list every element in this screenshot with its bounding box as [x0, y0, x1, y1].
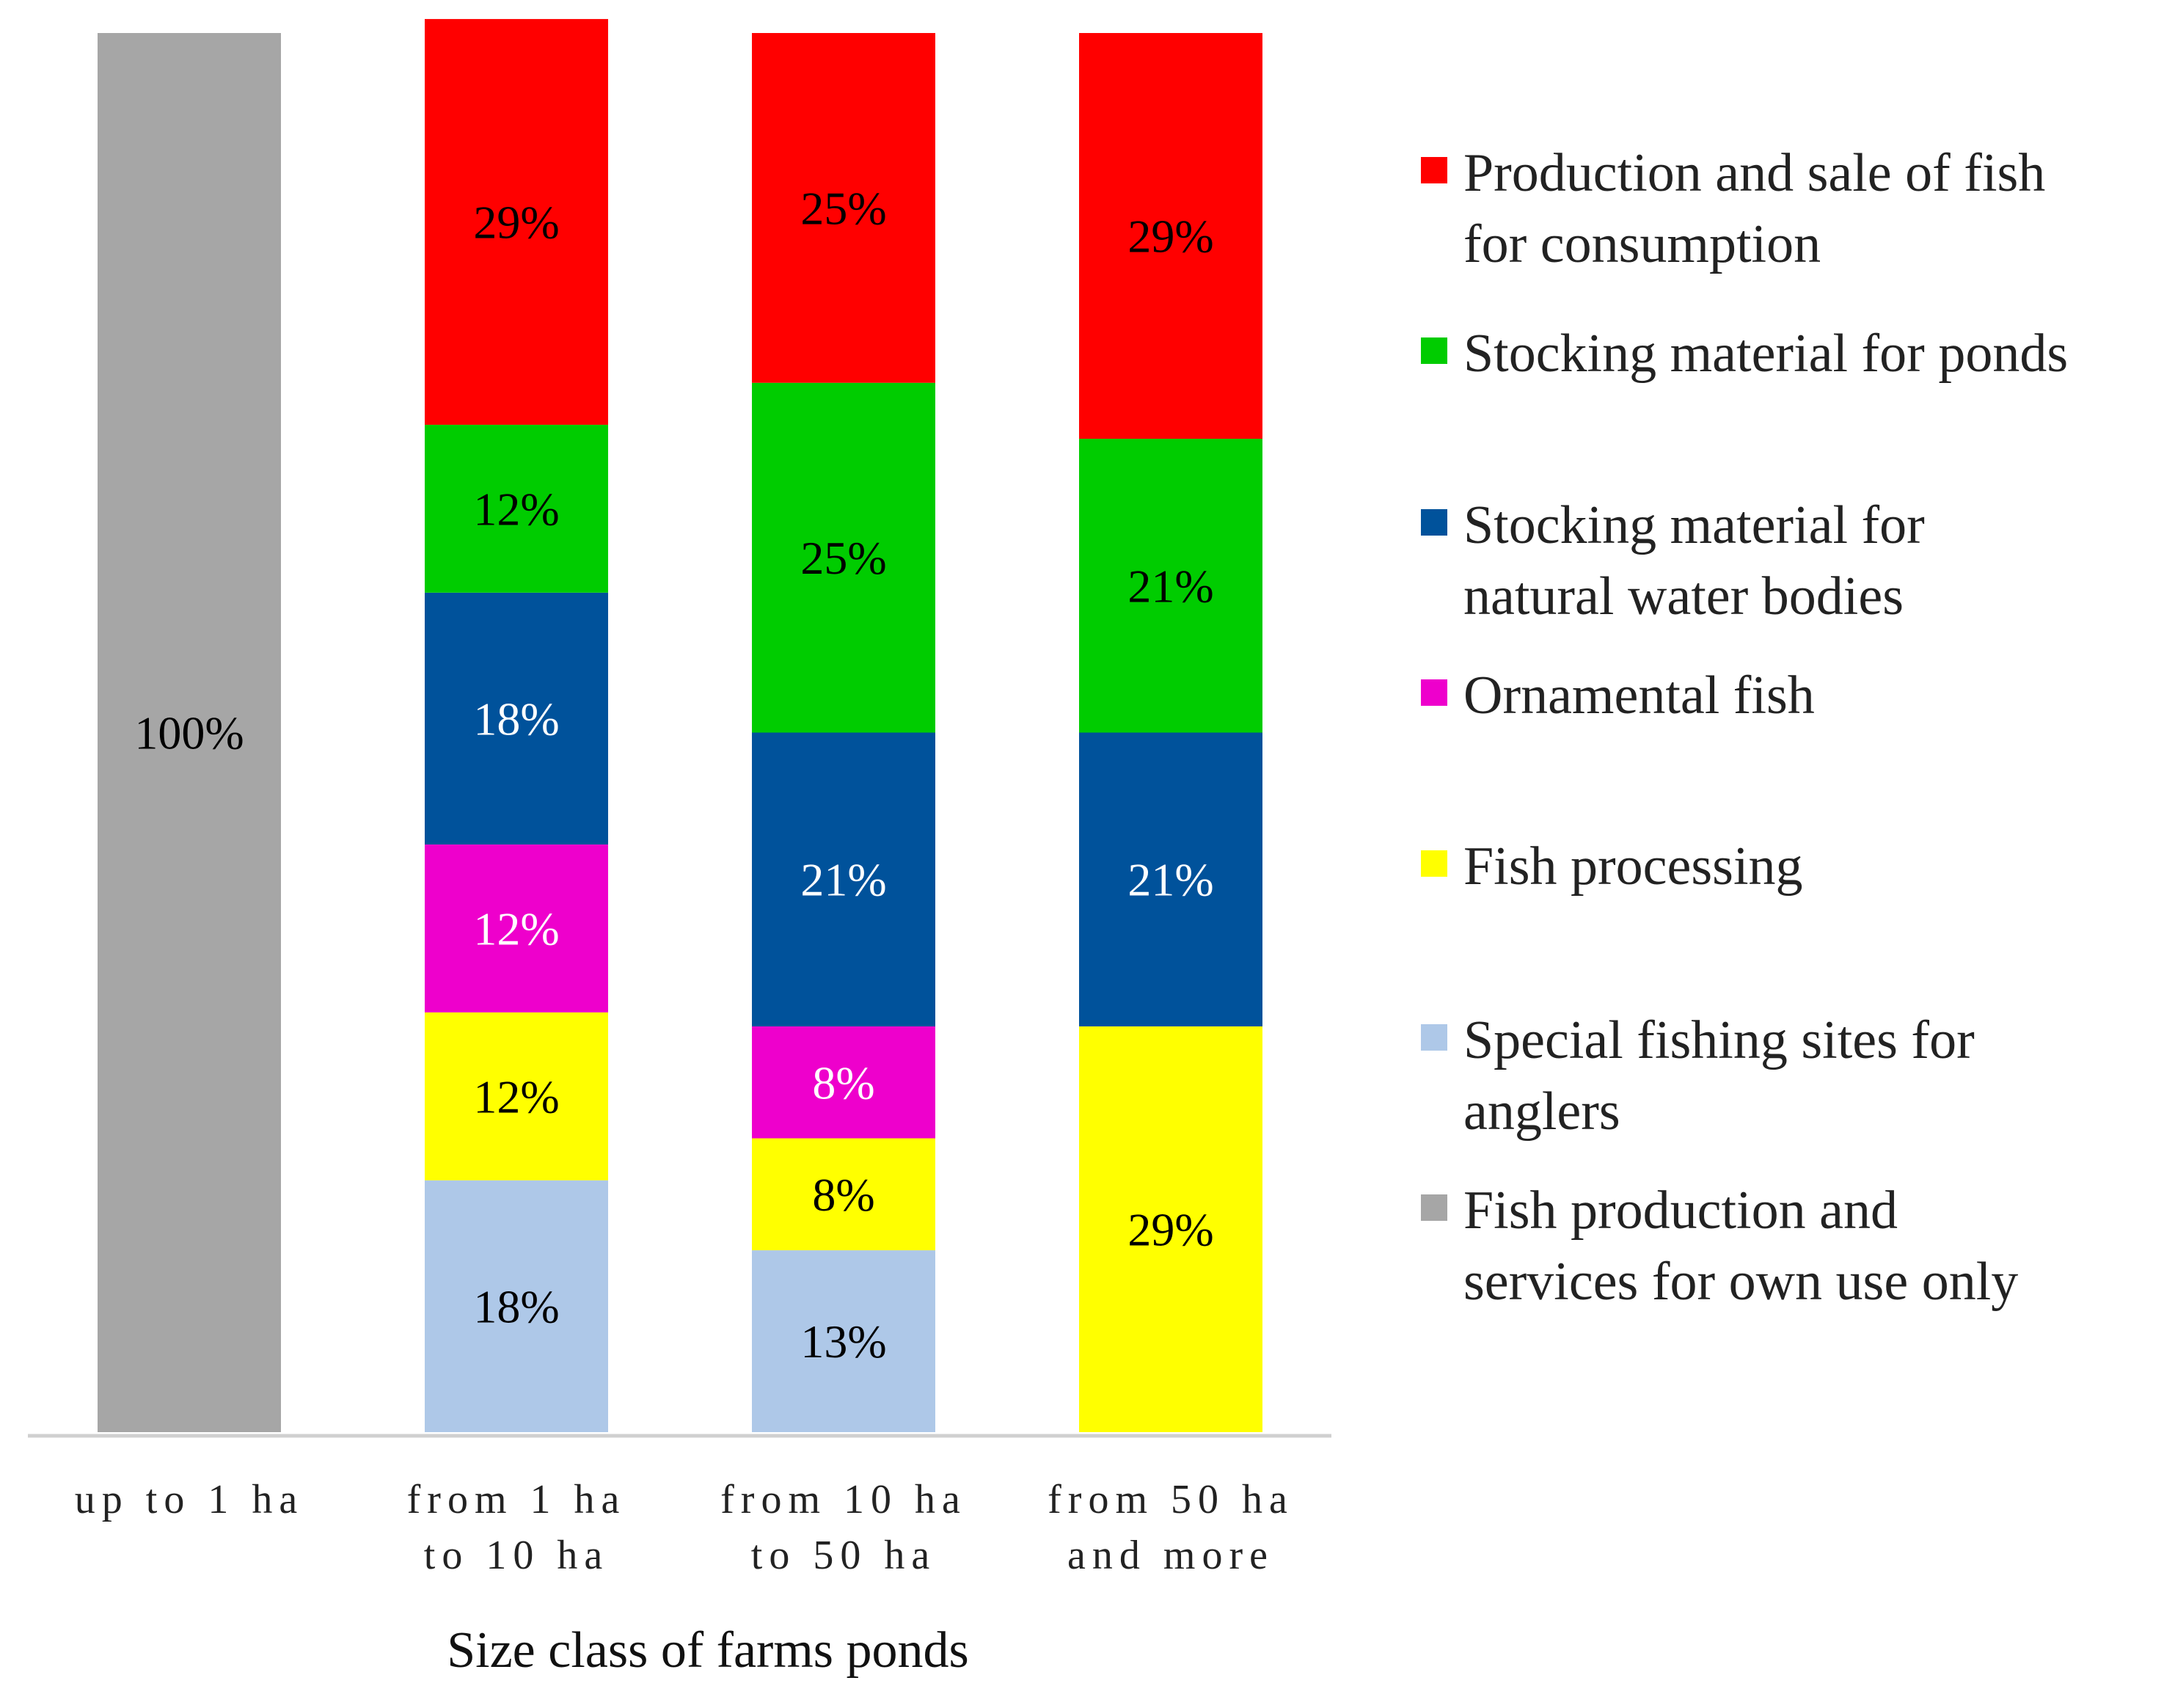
bar-segment-from-10-ha-to-50-ha-stocking-material-for-ponds: [752, 382, 935, 733]
bar-segment-from-50-ha-and-more-stocking-material-for-ponds: [1079, 439, 1262, 733]
bar-segment-up-to-1-ha-fish-production-and-services-for-own-use-only: [98, 33, 281, 1432]
data-label: 29%: [1127, 211, 1213, 263]
bar-segment-from-1-ha-to-10-ha-ornamental-fish: [425, 844, 608, 1012]
legend-label: Special fishing sites for: [1463, 1010, 1975, 1070]
legend-label: Production and sale of fish: [1463, 143, 2045, 203]
bar-segment-from-50-ha-and-more-fish-processing: [1079, 1026, 1262, 1432]
x-tick-labels: up to 1 ha from 1 ha to 10 ha from 10 ha to …: [75, 1477, 1294, 1578]
legend-label: for consumption: [1463, 214, 1821, 274]
data-label: 21%: [800, 854, 886, 906]
bar-segment-from-50-ha-and-more-production-and-sale-of-fish-for-consumption: [1079, 33, 1262, 439]
legend-label: anglers: [1463, 1081, 1620, 1142]
data-label: 29%: [1127, 1203, 1213, 1255]
bar-segment-from-10-ha-to-50-ha-ornamental-fish: [752, 1026, 935, 1139]
data-label: 25%: [800, 532, 886, 584]
legend-swatch-fish-production-and-services-for-own-use-only: [1421, 1194, 1447, 1221]
legend: Production and sale of fish for consumpti…: [1421, 143, 2068, 1312]
data-label: 29%: [473, 196, 559, 248]
x-tick-label: to 50 ha: [751, 1533, 936, 1578]
x-tick-label: from 1 ha: [407, 1477, 626, 1522]
bar-segment-from-1-ha-to-10-ha-stocking-material-for-natural-water-bodies: [425, 592, 608, 845]
data-label: 8%: [812, 1056, 874, 1109]
legend-label: Ornamental fish: [1463, 665, 1815, 726]
legend-label: Stocking material for ponds: [1463, 324, 2068, 384]
bar-segment-from-1-ha-to-10-ha-special-fishing-sites-for-anglers: [425, 1180, 608, 1432]
data-label: 18%: [473, 693, 559, 745]
legend-swatch-ornamental-fish: [1421, 679, 1447, 706]
bar-segment-from-1-ha-to-10-ha-stocking-material-for-ponds: [425, 424, 608, 593]
x-axis-title: Size class of farms ponds: [447, 1622, 969, 1679]
x-tick-label: from 50 ha: [1048, 1477, 1294, 1522]
data-label: 21%: [1127, 854, 1213, 906]
bar-segment-from-10-ha-to-50-ha-special-fishing-sites-for-anglers: [752, 1250, 935, 1432]
x-tick-label: up to 1 ha: [75, 1477, 304, 1522]
legend-swatch-special-fishing-sites-for-anglers: [1421, 1024, 1447, 1051]
bar-segment-from-1-ha-to-10-ha-fish-processing: [425, 1012, 608, 1180]
bar-segment-from-10-ha-to-50-ha-fish-processing: [752, 1138, 935, 1251]
data-label: 13%: [800, 1315, 886, 1368]
legend-label: Fish processing: [1463, 836, 1803, 897]
legend-swatch-stocking-material-for-natural-water-bodies: [1421, 509, 1447, 536]
bar-segment-from-1-ha-to-10-ha-production-and-sale-of-fish-for-consumption: [425, 18, 608, 425]
data-label: 21%: [1127, 560, 1213, 612]
x-tick-label: to 10 ha: [424, 1533, 609, 1578]
data-label: 12%: [473, 902, 559, 955]
data-label: 8%: [812, 1169, 874, 1221]
bar-segment-from-10-ha-to-50-ha-stocking-material-for-natural-water-bodies: [752, 732, 935, 1026]
data-label: 12%: [473, 483, 559, 535]
data-label: 18%: [473, 1280, 559, 1332]
bar-segment-from-10-ha-to-50-ha-production-and-sale-of-fish-for-consumption: [752, 33, 935, 383]
legend-swatch-production-and-sale-of-fish-for-consumption: [1421, 157, 1447, 183]
bar-segment-from-50-ha-and-more-stocking-material-for-natural-water-bodies: [1079, 732, 1262, 1026]
legend-label: natural water bodies: [1463, 566, 1904, 627]
legend-label: Fish production and: [1463, 1180, 1898, 1241]
legend-swatch-stocking-material-for-ponds: [1421, 337, 1447, 364]
data-label: 25%: [800, 182, 886, 234]
bars-group: 100% 18% 12% 12% 18% 12% 29% 13% 8% 8% 21% 25% 25% 29…: [98, 18, 1262, 1432]
legend-swatch-fish-processing: [1421, 850, 1447, 877]
legend-label: Stocking material for: [1463, 495, 1925, 555]
x-tick-label: from 10 ha: [720, 1477, 967, 1522]
data-label: 100%: [134, 707, 244, 759]
legend-label: services for own use only: [1463, 1252, 2018, 1312]
x-tick-label: and more: [1067, 1533, 1274, 1578]
data-label: 12%: [473, 1070, 559, 1123]
